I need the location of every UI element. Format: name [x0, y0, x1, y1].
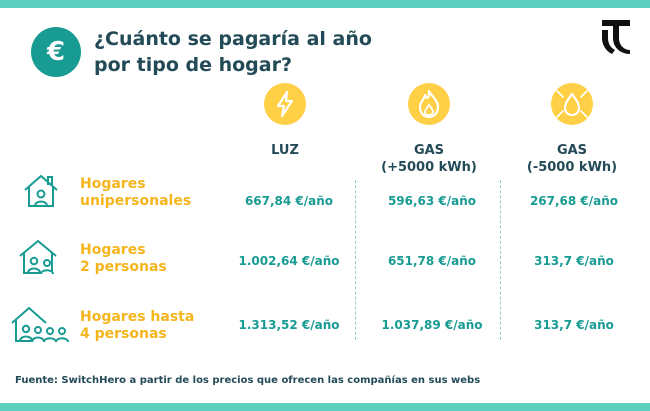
column-header-line-1: GAS: [413, 143, 445, 158]
house-single-person-icon: [24, 175, 58, 207]
row-label-line-1: Hogares: [80, 176, 146, 192]
value-cell: 313,7 €/año: [534, 318, 614, 332]
page-title: ¿Cuánto se pagaría al año por tipo de ho…: [94, 26, 454, 78]
row-label-line-2: 2 personas: [80, 259, 167, 275]
value-cell: 651,78 €/año: [387, 254, 477, 268]
column-header-line-2: (+5000 kWh): [381, 160, 477, 175]
flame-icon: [408, 83, 450, 125]
title-line-2: por tipo de hogar?: [94, 54, 292, 76]
logo-icon: [602, 20, 630, 54]
column-header-luz: LUZ: [220, 142, 350, 159]
value-cell: 1.002,64 €/año: [238, 254, 340, 268]
column-header-line-1: GAS: [556, 143, 588, 158]
column-header-gas-plus: GAS (+5000 kWh): [364, 142, 494, 176]
house-two-persons-icon: [19, 240, 57, 275]
value-cell: 267,68 €/año: [529, 194, 619, 208]
column-header-gas-minus: GAS (-5000 kWh): [507, 142, 637, 176]
row-label-line-1: Hogares hasta: [80, 309, 195, 325]
value-cell: 313,7 €/año: [534, 254, 614, 268]
column-divider: [500, 180, 501, 340]
column-header-line-2: (-5000 kWh): [526, 160, 618, 175]
top-band: [0, 0, 650, 8]
row-label-4-personas: Hogares hasta 4 personas: [80, 309, 230, 343]
value-cell: 667,84 €/año: [244, 194, 334, 208]
row-label-unipersonales: Hogares unipersonales: [80, 176, 230, 210]
value-cell: 596,63 €/año: [387, 194, 477, 208]
column-header-line-1: LUZ: [271, 143, 299, 158]
row-label-line-2: 4 personas: [80, 326, 167, 342]
title-line-1: ¿Cuánto se pagaría al año: [94, 28, 372, 50]
row-label-line-1: Hogares: [80, 242, 146, 258]
value-cell: 1.037,89 €/año: [381, 318, 483, 332]
lightning-icon: [264, 83, 306, 125]
value-cell: 1.313,52 €/año: [238, 318, 340, 332]
gas-drop-icon: [551, 83, 593, 125]
source-note: Fuente: SwitchHero a partir de los preci…: [15, 375, 481, 386]
house-four-persons-icon: [11, 307, 69, 343]
bottom-band: [0, 403, 650, 411]
row-label-line-2: unipersonales: [80, 193, 192, 209]
row-label-2-personas: Hogares 2 personas: [80, 242, 230, 276]
column-divider: [355, 180, 356, 340]
euro-icon: €: [31, 27, 81, 77]
